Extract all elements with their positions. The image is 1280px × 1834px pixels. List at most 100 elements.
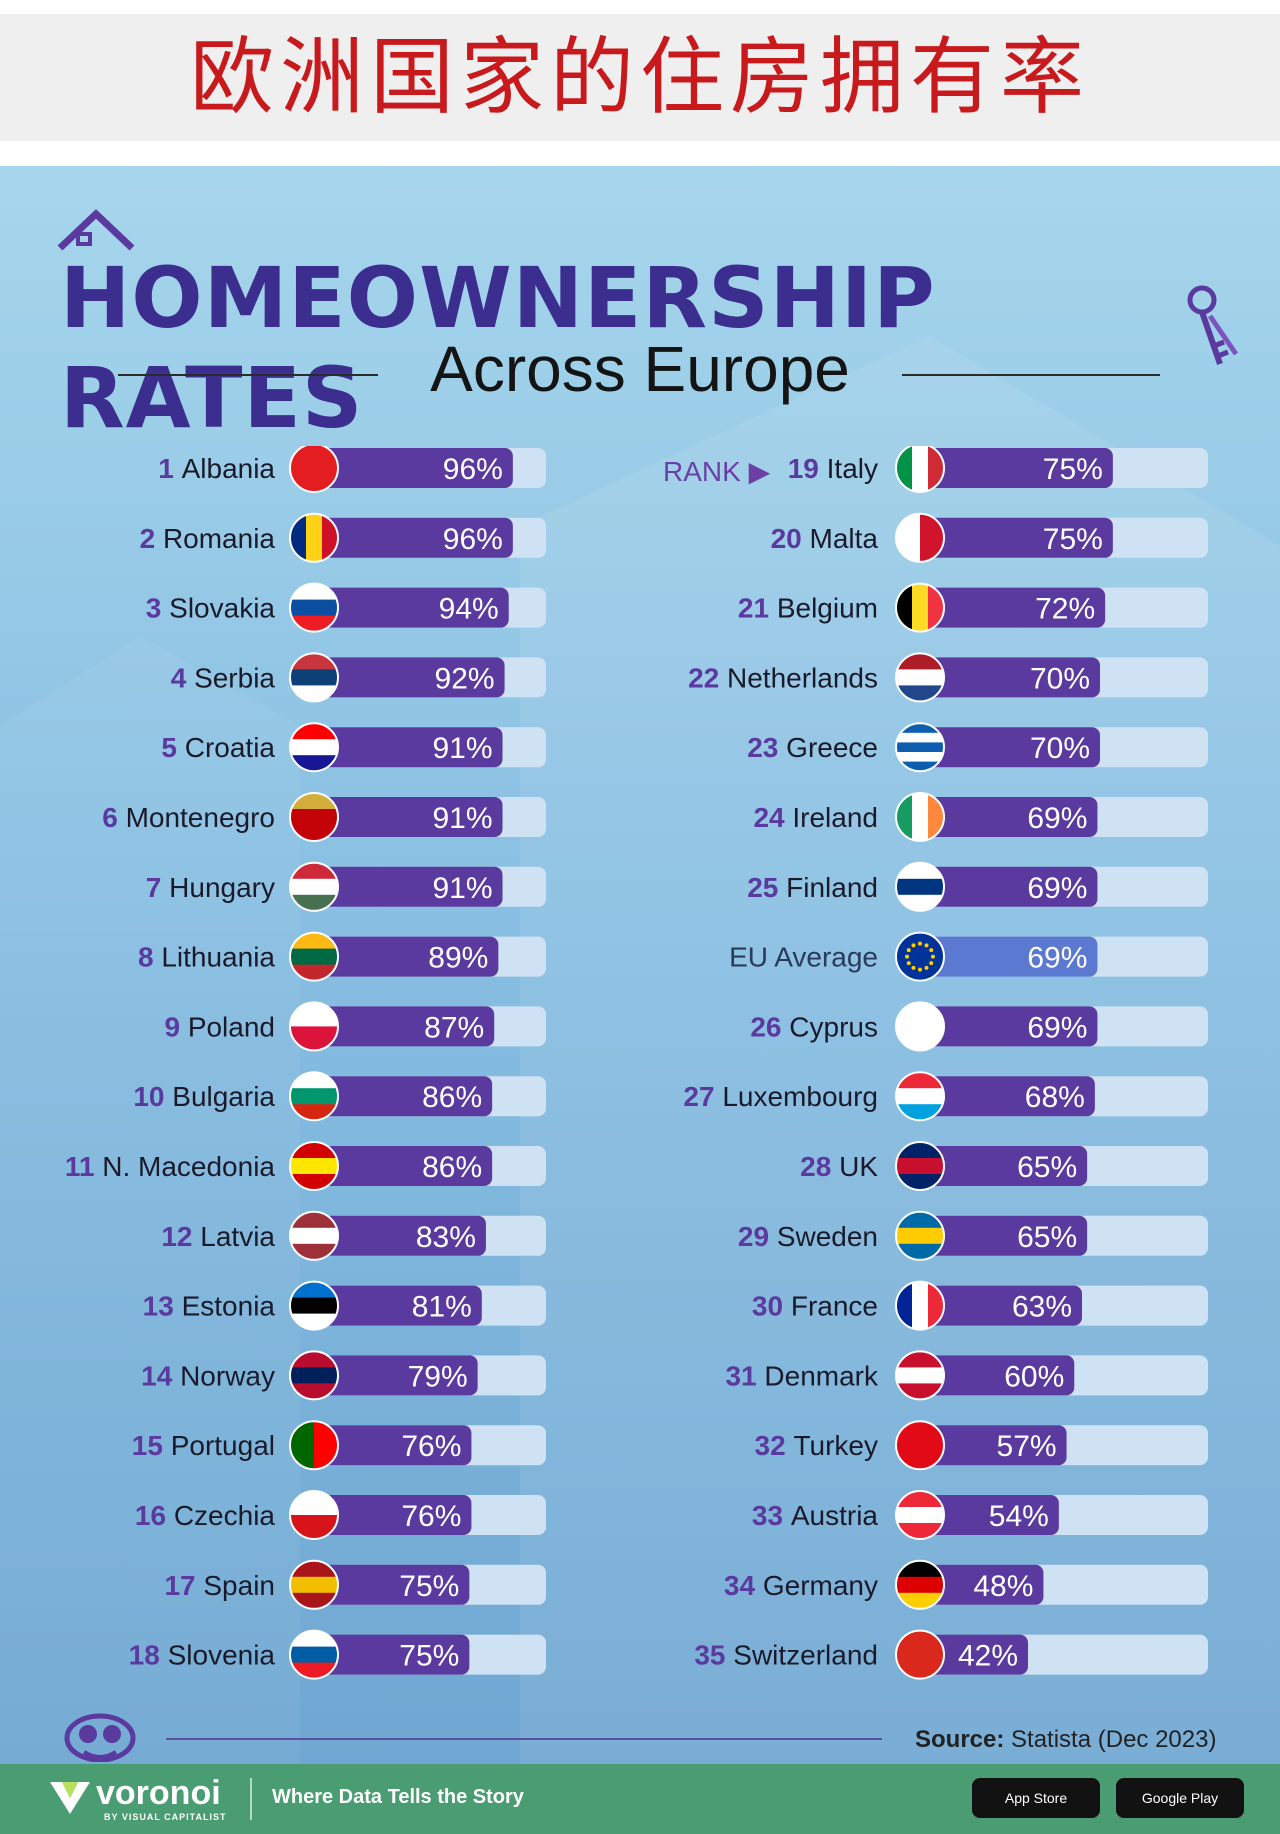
value-label: 96% xyxy=(443,523,503,556)
value-label: 91% xyxy=(432,732,492,765)
bar-hungary xyxy=(314,866,503,907)
bar-row: 87% 9 Poland xyxy=(164,1001,546,1052)
voronoi-mascot-icon xyxy=(64,1713,136,1762)
country-label: 15 Portugal xyxy=(132,1430,275,1461)
bar-n-macedonia xyxy=(314,1146,493,1186)
page-title: 欧洲国家的住房拥有率 xyxy=(189,28,1090,126)
tagline: Where Data Tells the Story xyxy=(272,1786,524,1808)
header-banner xyxy=(0,14,1280,141)
bar-latvia xyxy=(314,1215,486,1256)
bar-netherlands xyxy=(920,657,1100,698)
country-name: Poland xyxy=(188,1011,275,1042)
value-label: 69% xyxy=(1027,942,1087,975)
country-label: 26 Cyprus xyxy=(750,1011,878,1042)
bar-row: 70% 22 Netherlands xyxy=(688,652,1208,703)
rank-number: 12 xyxy=(161,1221,200,1252)
country-name: Spain xyxy=(203,1570,275,1601)
country-label: 11 N. Macedonia xyxy=(65,1151,276,1182)
value-label: 68% xyxy=(1025,1081,1085,1114)
bar-switzerland xyxy=(920,1634,1028,1675)
country-label: 3 Slovakia xyxy=(146,593,276,624)
rank-hint: RANK ▶ xyxy=(663,455,770,488)
rank-number: 23 xyxy=(747,732,786,763)
rank-number: 15 xyxy=(132,1430,171,1461)
country-name: Cyprus xyxy=(789,1011,878,1042)
bar-row: 94% 3 Slovakia xyxy=(146,582,546,633)
bar-row: 92% 4 Serbia xyxy=(171,652,546,703)
rank-number: 32 xyxy=(755,1430,794,1461)
flag-border xyxy=(895,582,945,633)
value-label: 94% xyxy=(439,593,499,626)
country-name: Portugal xyxy=(171,1430,275,1461)
bar-row: 79% 14 Norway xyxy=(141,1350,546,1401)
flag-border xyxy=(289,446,339,493)
google-play-button[interactable]: Google Play xyxy=(1116,1778,1244,1818)
country-name: France xyxy=(791,1291,878,1322)
flag-albania-icon xyxy=(290,446,338,492)
rank-number: 30 xyxy=(752,1291,791,1322)
bar-row: 86% 11 N. Macedonia xyxy=(65,1141,546,1191)
rank-hint-label: RANK xyxy=(663,456,741,487)
flag-border xyxy=(289,931,339,982)
value-label: 70% xyxy=(1030,662,1090,695)
country-label: 23 Greece xyxy=(747,732,878,763)
country-label: 6 Montenegro xyxy=(102,802,275,833)
country-label: 8 Lithuania xyxy=(138,942,275,973)
bar-row: 42% 35 Switzerland xyxy=(694,1629,1208,1680)
bar-italy xyxy=(920,448,1113,488)
country-name: Norway xyxy=(180,1360,275,1391)
flag-border xyxy=(289,1001,339,1052)
rank-number: 27 xyxy=(683,1081,722,1112)
bar-greece xyxy=(920,727,1100,768)
country-label: 7 Hungary xyxy=(146,872,275,903)
bar-belgium xyxy=(920,587,1106,628)
flag-border xyxy=(289,1420,339,1471)
flag-border xyxy=(289,1559,339,1610)
flag-border xyxy=(289,652,339,703)
country-name: Italy xyxy=(827,453,878,484)
footer: voronoi BY VISUAL CAPITALIST Where Data … xyxy=(0,1764,1280,1834)
country-label: 21 Belgium xyxy=(738,593,878,624)
flag-greece-icon xyxy=(896,723,944,772)
bar-ireland xyxy=(920,797,1098,837)
country-name: Ireland xyxy=(792,802,878,833)
country-name: Czechia xyxy=(174,1500,276,1531)
flag-border xyxy=(895,446,945,493)
rank-number: 11 xyxy=(65,1151,102,1182)
flag-border xyxy=(895,1001,945,1052)
rank-number: 29 xyxy=(738,1221,777,1252)
value-label: 86% xyxy=(422,1081,482,1114)
rank-number: 18 xyxy=(129,1640,168,1671)
bar-row: 86% 10 Bulgaria xyxy=(133,1071,546,1122)
source-label: Source: xyxy=(915,1726,1005,1753)
bar-montenegro xyxy=(314,797,503,837)
country-name: Luxembourg xyxy=(722,1081,878,1112)
bar-row: 68% 27 Luxembourg xyxy=(683,1071,1208,1122)
rank-number: 5 xyxy=(161,732,184,763)
bar-row: 89% 8 Lithuania xyxy=(138,931,546,982)
flag-border xyxy=(895,792,945,842)
rank-number: 9 xyxy=(164,1011,187,1042)
country-name: Serbia xyxy=(194,662,275,693)
bar-row: 83% 12 Latvia xyxy=(161,1210,546,1261)
bar-cyprus xyxy=(920,1006,1098,1047)
bar-row: 54% 33 Austria xyxy=(752,1490,1208,1540)
app-store-button[interactable]: App Store xyxy=(972,1778,1100,1818)
country-label: EU Average xyxy=(729,942,878,973)
rank-number: 31 xyxy=(725,1360,764,1391)
rank-number: 1 xyxy=(158,453,181,484)
bar-row: 48% 34 Germany xyxy=(724,1559,1208,1610)
bar-sweden xyxy=(920,1215,1088,1256)
value-label: 65% xyxy=(1017,1221,1077,1254)
country-label: 35 Switzerland xyxy=(694,1640,878,1671)
flag-border xyxy=(895,512,945,563)
country-label: 28 UK xyxy=(800,1151,878,1182)
rank-number: 20 xyxy=(771,523,810,554)
voronoi-logo-icon xyxy=(50,1782,90,1814)
flag-border xyxy=(289,1490,339,1540)
country-name: Netherlands xyxy=(727,662,878,693)
flag-border xyxy=(895,722,945,773)
flag-border xyxy=(289,1280,339,1331)
value-label: 79% xyxy=(408,1360,468,1393)
country-label: 12 Latvia xyxy=(161,1221,275,1252)
